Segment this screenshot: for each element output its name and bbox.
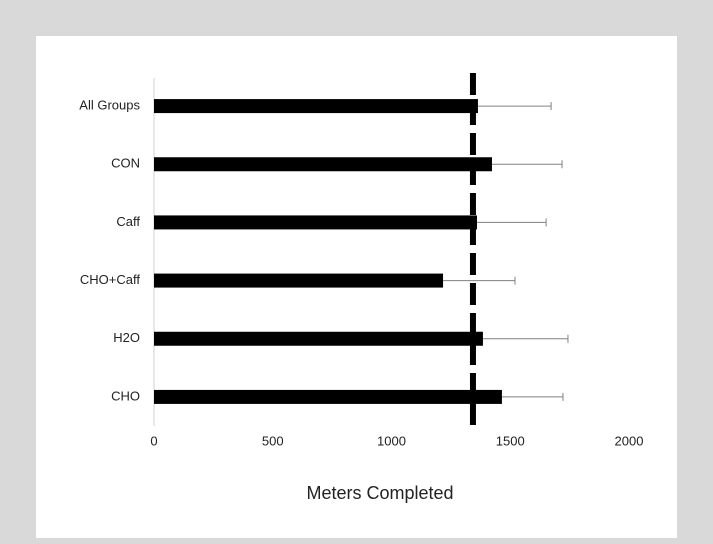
- x-tick-label: 500: [262, 433, 284, 448]
- bar: [154, 331, 483, 346]
- bar: [154, 99, 478, 114]
- error-bar: [477, 218, 547, 227]
- x-tick-label: 1000: [377, 433, 406, 448]
- x-tick-label: 2000: [615, 433, 644, 448]
- x-axis-title: Meters Completed: [306, 483, 453, 503]
- y-tick-label: Caff: [116, 214, 140, 229]
- y-tick-label: CHO+Caff: [80, 272, 140, 287]
- bar: [154, 215, 477, 230]
- y-tick-label: All Groups: [79, 98, 140, 113]
- error-bar: [482, 334, 569, 343]
- y-tick-label: H2O: [113, 330, 140, 345]
- error-bar: [501, 392, 564, 401]
- error-bar: [443, 276, 516, 285]
- bar: [154, 389, 502, 404]
- x-tick-label: 0: [150, 433, 157, 448]
- y-tick-label: CON: [111, 156, 140, 171]
- bar: [154, 273, 444, 288]
- bar: [154, 157, 492, 172]
- error-bar: [477, 102, 552, 111]
- error-bar: [491, 160, 563, 169]
- x-tick-label: 1500: [496, 433, 525, 448]
- y-tick-label: CHO: [111, 388, 140, 403]
